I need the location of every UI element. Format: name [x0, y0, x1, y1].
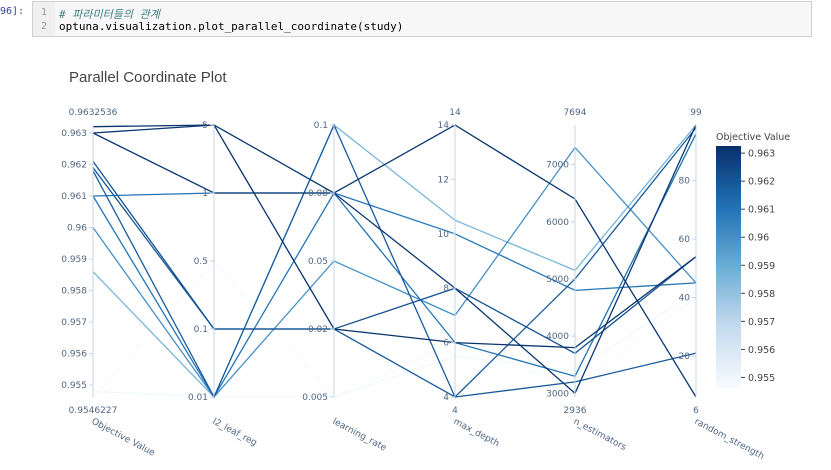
colorbar-tick-label: 0.959: [748, 261, 775, 272]
trial-line: [92, 123, 697, 399]
trial-line: [92, 124, 697, 395]
trial-line: [92, 161, 697, 355]
axis-tick-label: 0.1: [194, 325, 208, 335]
axis-tick-label: 4000: [546, 332, 569, 342]
code-cell[interactable]: 1 2 # 파라미터들의 관계 optuna.visualization.plo…: [32, 1, 812, 37]
axis-range-max: 99: [690, 108, 702, 118]
colorbar-tick-label: 0.958: [748, 289, 775, 300]
axis-tick-label: 0.02: [308, 325, 328, 335]
trial-line: [92, 260, 697, 399]
colorbar-tick-label: 0.956: [748, 345, 775, 356]
trial-line: [92, 192, 697, 292]
axis-tick-label: 6: [443, 339, 449, 349]
axis-tick-label: 0.958: [61, 287, 87, 297]
axis-tick-label: 0.01: [188, 393, 208, 403]
line-gutter: [33, 2, 55, 36]
axis-title: learning_rate: [331, 417, 389, 454]
axis-tick-label: 0.5: [194, 257, 208, 267]
cell-prompt: 96]:: [0, 6, 25, 17]
axis-range-max: 7694: [564, 108, 587, 118]
axis-tick-label: 0.962: [61, 161, 87, 171]
code-comment-line: # 파라미터들의 관계: [59, 8, 160, 21]
axis-tick-label: 6000: [546, 218, 569, 228]
axis-range-max: 0.9632536: [69, 108, 118, 118]
axis-tick-label: 0.955: [61, 381, 87, 391]
axis-tick-label: 0.96: [67, 224, 87, 234]
trial-line: [92, 124, 697, 398]
axis-tick-label: 0.956: [61, 350, 87, 360]
colorbar-tick-label: 0.963: [748, 149, 775, 160]
axis-tick-label: 8: [443, 284, 449, 294]
trial-line: [92, 133, 697, 399]
axis-range-min: 0.9546227: [69, 406, 118, 416]
colorbar-tick-label: 0.961: [748, 205, 775, 216]
axis-tick-label: 0.963: [61, 129, 87, 139]
axis-tick-label: 10: [438, 230, 450, 240]
colorbar-gradient: [716, 146, 741, 388]
axis-tick-label: 0.957: [61, 318, 87, 328]
trial-line: [92, 124, 697, 349]
colorbar-tick-label: 0.962: [748, 177, 775, 188]
axis-tick-label: 0.961: [61, 192, 87, 202]
axis-range-min: 4: [452, 406, 458, 416]
axis-title: random_strength: [693, 417, 766, 462]
axis-title: Objective Value: [90, 417, 157, 459]
colorbar-tick-label: 0.957: [748, 317, 775, 328]
axis-tick-label: 12: [438, 175, 449, 185]
axis-tick-label: 40: [679, 294, 691, 304]
chart-title: Parallel Coordinate Plot: [69, 69, 227, 86]
axis-tick-label: 1: [202, 189, 208, 199]
axis-tick-label: 7000: [546, 161, 569, 171]
trial-line: [92, 123, 697, 399]
axis-title: n_estimators: [572, 417, 628, 453]
line-number: 1: [41, 7, 48, 18]
axis-tick-label: 14: [438, 121, 450, 131]
axis-title: max_depth: [452, 417, 501, 449]
colorbar-tick-label: 0.955: [748, 373, 775, 384]
code-line: optuna.visualization.plot_parallel_coord…: [59, 20, 404, 33]
axis-tick-label: 0.08: [308, 189, 328, 199]
axis-tick-label: 0.05: [308, 257, 328, 267]
axis-tick-label: 5: [202, 121, 208, 131]
trial-line: [92, 167, 697, 398]
axis-tick-label: 0.1: [314, 121, 328, 131]
colorbar: Objective Value 0.963 0.962 0.961 0.96 0.959…: [716, 132, 790, 388]
axis-tick-label: 20: [679, 352, 691, 362]
axis-tick-label: 0.959: [61, 255, 87, 265]
axis-tick-label: 80: [679, 177, 691, 187]
axis-tick-label: 60: [679, 235, 691, 245]
line-number: 2: [41, 21, 48, 32]
axis-range-max: 14: [449, 108, 461, 118]
trial-line: [92, 291, 697, 398]
axis-tick-label: 5000: [546, 275, 569, 285]
trial-lines: [92, 123, 697, 399]
axis-tick-label: 4: [443, 393, 449, 403]
axis-range-min: 2936: [564, 406, 587, 416]
colorbar-title: Objective Value: [716, 132, 790, 143]
axis-tick-label: 0.005: [302, 393, 328, 403]
colorbar-tick-label: 0.96: [748, 233, 769, 244]
axis-range-min: 6: [693, 406, 699, 416]
axis-title: l2_leaf_reg: [211, 417, 259, 449]
axis-tick-label: 3000: [546, 389, 569, 399]
trial-line: [92, 146, 697, 399]
